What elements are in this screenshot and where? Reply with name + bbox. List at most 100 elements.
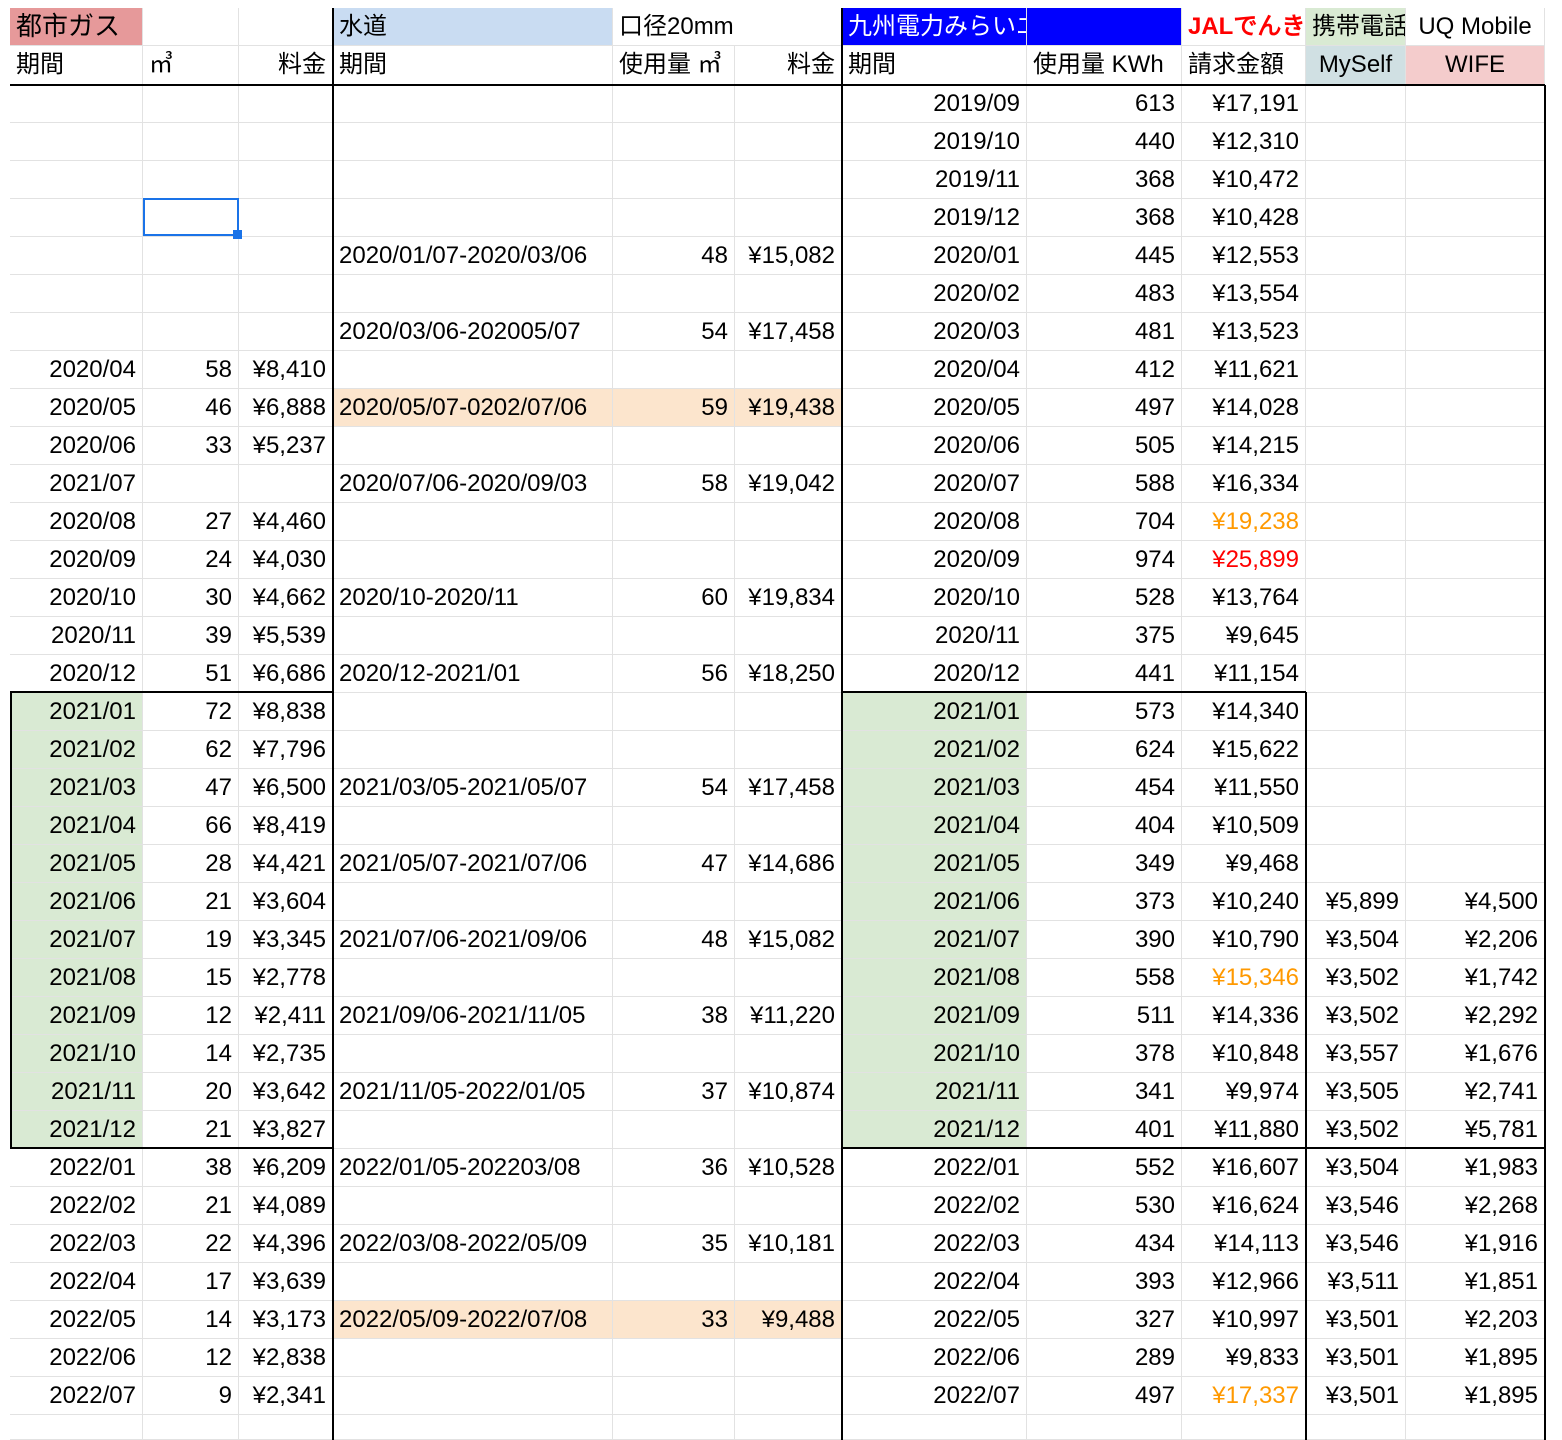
myself-cell[interactable]	[1306, 503, 1406, 541]
elec-usage-cell[interactable]: 393	[1027, 1263, 1182, 1301]
elec-bill-header[interactable]: 請求金額	[1182, 46, 1306, 85]
water-fee-cell[interactable]: ¥17,458	[735, 769, 842, 807]
myself-cell[interactable]: ¥3,511	[1306, 1263, 1406, 1301]
water-fee-cell[interactable]	[735, 731, 842, 769]
elec-period-cell[interactable]: 2020/05	[842, 389, 1027, 427]
elec-bill-cell[interactable]: ¥9,645	[1182, 617, 1306, 655]
water-usage-cell[interactable]: 38	[613, 997, 735, 1035]
gas-fee-cell[interactable]: ¥2,341	[239, 1377, 333, 1415]
elec-bill-cell[interactable]: ¥17,337	[1182, 1377, 1306, 1415]
myself-cell[interactable]: ¥3,502	[1306, 997, 1406, 1035]
water-usage-cell[interactable]: 59	[613, 389, 735, 427]
gas-m3-cell[interactable]: 24	[143, 541, 239, 579]
elec-usage-cell[interactable]: 401	[1027, 1111, 1182, 1149]
elec-period-cell[interactable]: 2021/12	[842, 1111, 1027, 1149]
gas-m3-cell[interactable]: 33	[143, 427, 239, 465]
water-usage-cell[interactable]	[613, 161, 735, 199]
water-period-cell[interactable]	[333, 1377, 613, 1415]
gas-fee-cell[interactable]: ¥4,396	[239, 1225, 333, 1263]
gas-period-cell[interactable]: 2021/03	[10, 769, 143, 807]
elec-bill-cell[interactable]: ¥16,624	[1182, 1187, 1306, 1225]
elec-bill-cell[interactable]: ¥25,899	[1182, 541, 1306, 579]
elec-period-cell[interactable]: 2022/01	[842, 1149, 1027, 1187]
water-period-cell[interactable]: 2022/01/05-202203/08	[333, 1149, 613, 1187]
gas-fee-cell[interactable]: ¥4,421	[239, 845, 333, 883]
water-fee-cell[interactable]: ¥18,250	[735, 655, 842, 693]
elec-usage-cell[interactable]: 368	[1027, 199, 1182, 237]
wife-cell[interactable]	[1406, 541, 1545, 579]
water-fee-cell[interactable]: ¥9,488	[735, 1301, 842, 1339]
gas-period-cell[interactable]	[10, 313, 143, 351]
gas-period-cell[interactable]: 2021/12	[10, 1111, 143, 1149]
gas-m3-cell[interactable]: 9	[143, 1377, 239, 1415]
gas-period-cell[interactable]: 2020/08	[10, 503, 143, 541]
elec-period-cell[interactable]: 2019/09	[842, 85, 1027, 123]
elec-bill-cell[interactable]: ¥10,428	[1182, 199, 1306, 237]
elec-usage-cell[interactable]: 481	[1027, 313, 1182, 351]
wife-cell[interactable]	[1406, 655, 1545, 693]
elec-period-cell[interactable]: 2020/11	[842, 617, 1027, 655]
gas-m3-cell[interactable]: 38	[143, 1149, 239, 1187]
water-period-cell[interactable]	[333, 123, 613, 161]
elec-usage-cell[interactable]: 378	[1027, 1035, 1182, 1073]
water-fee-cell[interactable]	[735, 351, 842, 389]
gas-m3-cell[interactable]: 30	[143, 579, 239, 617]
water-usage-cell[interactable]	[613, 1377, 735, 1415]
myself-cell[interactable]	[1306, 617, 1406, 655]
wife-cell[interactable]: ¥2,741	[1406, 1073, 1545, 1111]
water-fee-cell[interactable]: ¥19,042	[735, 465, 842, 503]
gas-m3-cell[interactable]: 19	[143, 921, 239, 959]
water-period-cell[interactable]	[333, 1187, 613, 1225]
elec-bill-cell[interactable]: ¥9,833	[1182, 1339, 1306, 1377]
wife-cell[interactable]	[1406, 465, 1545, 503]
water-fee-cell[interactable]	[735, 1263, 842, 1301]
gas-period-header[interactable]: 期間	[10, 46, 143, 85]
gas-fee-cell[interactable]: ¥3,173	[239, 1301, 333, 1339]
elec-usage-cell[interactable]: 341	[1027, 1073, 1182, 1111]
water-period-cell[interactable]	[333, 1035, 613, 1073]
wife-cell[interactable]	[1406, 807, 1545, 845]
cell-empty[interactable]	[1306, 1415, 1406, 1440]
elec-bill-cell[interactable]: ¥10,509	[1182, 807, 1306, 845]
gas-fee-cell[interactable]: ¥6,888	[239, 389, 333, 427]
elec-bill-cell[interactable]: ¥15,622	[1182, 731, 1306, 769]
water-section-title[interactable]: 水道	[333, 8, 613, 46]
elec-bill-cell[interactable]: ¥9,468	[1182, 845, 1306, 883]
water-period-cell[interactable]: 2022/05/09-2022/07/08	[333, 1301, 613, 1339]
cell-empty[interactable]	[735, 1415, 842, 1440]
water-fee-cell[interactable]	[735, 161, 842, 199]
cell-empty[interactable]	[143, 1415, 239, 1440]
water-period-cell[interactable]	[333, 807, 613, 845]
water-fee-cell[interactable]	[735, 959, 842, 997]
gas-period-cell[interactable]: 2020/06	[10, 427, 143, 465]
elec-period-cell[interactable]: 2021/01	[842, 693, 1027, 731]
gas-period-cell[interactable]: 2020/12	[10, 655, 143, 693]
wife-cell[interactable]: ¥1,676	[1406, 1035, 1545, 1073]
gas-period-cell[interactable]: 2020/04	[10, 351, 143, 389]
elec-bill-cell[interactable]: ¥10,240	[1182, 883, 1306, 921]
elec-period-cell[interactable]: 2020/09	[842, 541, 1027, 579]
water-period-cell[interactable]: 2020/03/06-202005/07	[333, 313, 613, 351]
wife-cell[interactable]	[1406, 845, 1545, 883]
wife-header[interactable]: WIFE	[1406, 46, 1545, 85]
water-period-cell[interactable]	[333, 1263, 613, 1301]
elec-period-cell[interactable]: 2022/03	[842, 1225, 1027, 1263]
water-period-cell[interactable]: 2021/07/06-2021/09/06	[333, 921, 613, 959]
elec-period-cell[interactable]: 2021/11	[842, 1073, 1027, 1111]
fill-handle[interactable]	[233, 230, 242, 239]
water-usage-cell[interactable]: 33	[613, 1301, 735, 1339]
myself-cell[interactable]	[1306, 807, 1406, 845]
gas-period-cell[interactable]: 2021/07	[10, 465, 143, 503]
elec-period-cell[interactable]: 2020/08	[842, 503, 1027, 541]
wife-cell[interactable]	[1406, 769, 1545, 807]
gas-period-cell[interactable]	[10, 123, 143, 161]
wife-cell[interactable]: ¥2,206	[1406, 921, 1545, 959]
cell-empty[interactable]	[613, 1415, 735, 1440]
water-period-cell[interactable]: 2020/10-2020/11	[333, 579, 613, 617]
elec-bill-cell[interactable]: ¥16,607	[1182, 1149, 1306, 1187]
gas-m3-cell[interactable]: 21	[143, 1187, 239, 1225]
elec-usage-cell[interactable]: 445	[1027, 237, 1182, 275]
water-usage-cell[interactable]: 54	[613, 313, 735, 351]
gas-fee-cell[interactable]	[239, 161, 333, 199]
water-period-cell[interactable]	[333, 693, 613, 731]
